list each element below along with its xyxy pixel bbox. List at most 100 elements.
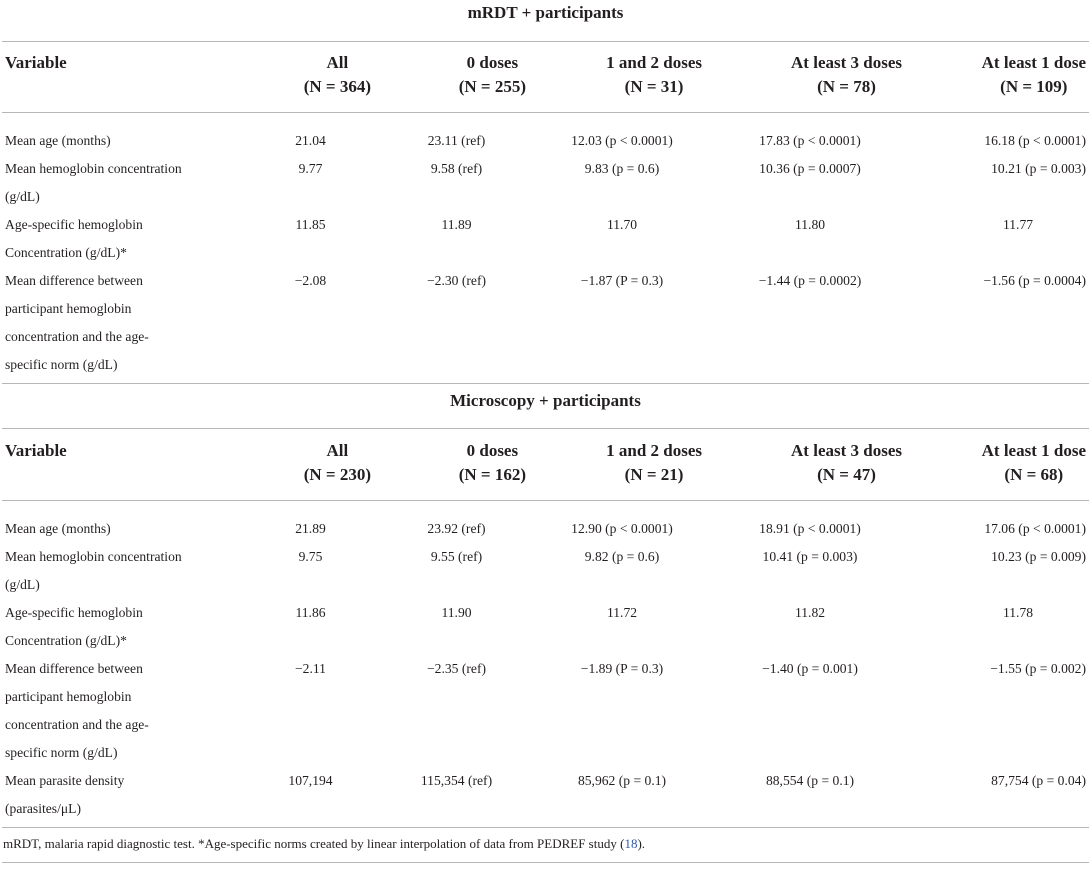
row-label: Mean age (months) — [5, 521, 111, 536]
column-header-n: (N = 364) — [303, 77, 371, 96]
column-header-n: (N = 21) — [624, 465, 684, 484]
table-cell: 9.55 (ref) — [430, 549, 483, 564]
table-cell: 23.11 (ref) — [427, 133, 486, 148]
column-header-variable: Variable — [5, 441, 67, 460]
column-header-n: (N = 162) — [458, 465, 526, 484]
table-row: Mean age (months) 21.04 23.11 (ref) 12.0… — [2, 127, 1089, 155]
table-cell: 11.86 — [295, 605, 326, 620]
row-label: Mean difference between participant hemo… — [5, 661, 149, 760]
column-header-variable: Variable — [5, 53, 67, 72]
row-label: Mean parasite density (parasites/μL) — [5, 773, 125, 816]
table-cell: 11.70 — [606, 217, 638, 232]
column-header: 0 doses (N = 255) — [379, 51, 534, 99]
table-row: Mean parasite density (parasites/μL) 107… — [2, 767, 1089, 823]
column-header-label: 0 doses — [466, 53, 519, 72]
table-cell: −1.40 (p = 0.001) — [762, 661, 858, 676]
divider — [2, 500, 1089, 501]
table-footnote: mRDT, malaria rapid diagnostic test. *Ag… — [0, 835, 1091, 853]
table-cell: −1.89 (P = 0.3) — [580, 661, 664, 676]
table-cell: 12.90 (p < 0.0001) — [571, 521, 673, 536]
data-table: Variable All (N = 230) 0 doses (N = 162) 1… — [2, 439, 1089, 487]
column-header: All (N = 364) — [242, 51, 379, 99]
data-table-body: Mean age (months) 21.04 23.11 (ref) 12.0… — [2, 127, 1089, 379]
table-cell: 11.80 — [794, 217, 826, 232]
row-label: Mean hemoglobin concentration (g/dL) — [5, 549, 182, 592]
section-title: Microscopy + participants — [450, 391, 641, 410]
table-cell: 11.77 — [1002, 217, 1034, 232]
column-header: 0 doses (N = 162) — [379, 439, 534, 487]
table-row: Mean hemoglobin concentration (g/dL) 9.7… — [2, 155, 1089, 211]
divider — [2, 41, 1089, 42]
table-cell: −2.30 (ref) — [427, 273, 486, 288]
column-header-n: (N = 230) — [303, 465, 371, 484]
column-header: At least 1 dose (N = 68) — [910, 439, 1089, 487]
table-cell: 10.41 (p = 0.003) — [762, 549, 858, 564]
table-figure: mRDT + participants Variable All (N = 364… — [0, 3, 1091, 863]
column-header-n: (N = 31) — [624, 77, 684, 96]
data-table-body: Mean age (months) 21.89 23.92 (ref) 12.9… — [2, 515, 1089, 823]
table-cell: 9.75 — [298, 549, 323, 564]
column-header-label: At least 3 doses — [791, 441, 902, 460]
footnote-tail: ). — [637, 836, 646, 851]
table-cell: 87,754 (p = 0.04) — [991, 773, 1086, 788]
table-cell: 107,194 — [288, 773, 333, 788]
table-cell: −2.11 — [295, 661, 326, 676]
table-cell: 23.92 (ref) — [427, 521, 486, 536]
column-header: At least 3 doses (N = 78) — [710, 51, 910, 99]
column-header: 1 and 2 doses (N = 21) — [534, 439, 710, 487]
table-cell: 10.36 (p = 0.0007) — [759, 161, 861, 176]
table-cell: 11.85 — [295, 217, 326, 232]
table-row: Mean hemoglobin concentration (g/dL) 9.7… — [2, 543, 1089, 599]
table-cell: −2.08 — [294, 273, 327, 288]
divider — [2, 862, 1089, 863]
table-cell: 10.23 (p = 0.009) — [991, 549, 1086, 564]
table-cell: −1.56 (p = 0.0004) — [983, 273, 1086, 288]
table-cell: −1.44 (p = 0.0002) — [758, 273, 862, 288]
table-cell: 11.72 — [606, 605, 638, 620]
column-header: 1 and 2 doses (N = 31) — [534, 51, 710, 99]
column-header-n: (N = 47) — [817, 465, 876, 484]
column-header-n: (N = 78) — [817, 77, 876, 96]
divider — [2, 428, 1089, 429]
table-cell: 12.03 (p < 0.0001) — [571, 133, 673, 148]
table-row: Mean age (months) 21.89 23.92 (ref) 12.9… — [2, 515, 1089, 543]
table-cell: 16.18 (p < 0.0001) — [984, 133, 1086, 148]
column-header-label: All — [326, 441, 349, 460]
reference-link[interactable]: 18 — [624, 836, 638, 851]
row-label: Mean hemoglobin concentration (g/dL) — [5, 161, 182, 204]
row-label: Age-specific hemoglobin Concentration (g… — [5, 605, 143, 648]
footnote-text: mRDT, malaria rapid diagnostic test. *Ag… — [3, 836, 625, 851]
table-cell: −1.55 (p = 0.002) — [990, 661, 1086, 676]
table-cell: 9.58 (ref) — [430, 161, 483, 176]
table-cell: 115,354 (ref) — [420, 773, 493, 788]
table-cell: −2.35 (ref) — [427, 661, 486, 676]
table-row: Mean difference between participant hemo… — [2, 267, 1089, 379]
table-cell: −1.87 (P = 0.3) — [580, 273, 664, 288]
table-cell: 18.91 (p < 0.0001) — [759, 521, 861, 536]
row-label: Mean age (months) — [5, 133, 111, 148]
table-row: Mean difference between participant hemo… — [2, 655, 1089, 767]
column-header-label: 1 and 2 doses — [606, 441, 702, 460]
column-header-label: 0 doses — [466, 441, 519, 460]
section-title: mRDT + participants — [467, 3, 624, 22]
table-cell: 10.21 (p = 0.003) — [991, 161, 1086, 176]
column-header-n: (N = 68) — [1004, 465, 1064, 484]
header-row: Variable All (N = 230) 0 doses (N = 162) 1… — [2, 439, 1089, 487]
table-cell: 11.90 — [441, 605, 472, 620]
table-cell: 85,962 (p = 0.1) — [577, 773, 667, 788]
table-cell: 11.89 — [441, 217, 472, 232]
column-header-n: (N = 255) — [458, 77, 526, 96]
header-row: Variable All (N = 364) 0 doses (N = 255) 1… — [2, 51, 1089, 99]
column-header-label: At least 3 doses — [791, 53, 902, 72]
column-header-label: All — [326, 53, 349, 72]
table-row: Age-specific hemoglobin Concentration (g… — [2, 599, 1089, 655]
table-cell: 9.77 — [298, 161, 323, 176]
divider — [2, 383, 1089, 384]
column-header-n: (N = 109) — [1000, 77, 1068, 96]
table-cell: 17.83 (p < 0.0001) — [759, 133, 861, 148]
table-cell: 9.82 (p = 0.6) — [584, 549, 660, 564]
divider — [2, 112, 1089, 113]
table-cell: 9.83 (p = 0.6) — [584, 161, 660, 176]
column-header-label: At least 1 dose — [981, 53, 1086, 72]
table-row: Age-specific hemoglobin Concentration (g… — [2, 211, 1089, 267]
